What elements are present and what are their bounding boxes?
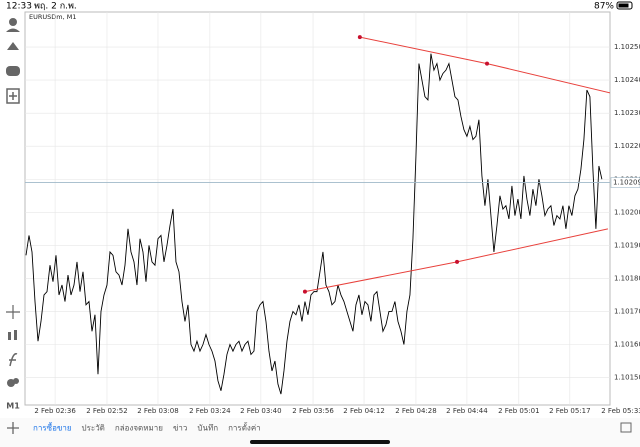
- axes: 1.10150 1.10160 1.10170 1.10180 1.10190 1.102…: [34, 43, 640, 415]
- trade-icon[interactable]: [7, 42, 19, 50]
- add-button[interactable]: [7, 422, 19, 434]
- y-tick-label: 1.10200: [614, 208, 640, 216]
- tab[interactable]: การซื้อขาย: [33, 422, 72, 433]
- x-tick-label: 2 Feb 03:24: [189, 407, 231, 415]
- tab[interactable]: บันทึก: [197, 424, 218, 433]
- tab[interactable]: กล่องจดหมาย: [115, 424, 163, 433]
- new-order-icon[interactable]: [6, 88, 20, 104]
- chart-title: EURUSDm, M1: [29, 13, 76, 21]
- trendline-anchor[interactable]: [455, 259, 460, 264]
- account-icon[interactable]: [9, 18, 17, 26]
- x-tick-label: 2 Feb 02:52: [86, 407, 127, 415]
- battery-fill: [618, 3, 629, 8]
- x-tick-label: 2 Feb 05:17: [549, 407, 590, 415]
- home-indicator: [250, 440, 390, 444]
- objects-icon-2: [13, 378, 19, 384]
- x-tick-label: 2 Feb 05:33: [601, 407, 640, 415]
- y-tick-label: 1.10250: [614, 43, 640, 51]
- indicators-icon[interactable]: [9, 353, 18, 367]
- y-tick-label: 1.10240: [614, 76, 640, 84]
- tab[interactable]: การตั้งค่า: [228, 422, 261, 433]
- y-tick-label: 1.10230: [614, 109, 640, 117]
- x-tick-label: 2 Feb 04:44: [446, 407, 488, 415]
- x-tick-label: 2 Feb 02:36: [34, 407, 76, 415]
- x-tick-label: 2 Feb 04:12: [343, 407, 384, 415]
- battery-level: 87%: [594, 2, 614, 12]
- tabs: การซื้อขาย ประวัติ กล่องจดหมาย ข่าว บันทึก กา…: [33, 422, 261, 433]
- new-order-plus: [9, 92, 17, 100]
- left-toolbar: [6, 18, 20, 387]
- status-time: 12:33: [6, 2, 32, 12]
- y-tick-label: 1.10180: [614, 274, 640, 282]
- chat-icon[interactable]: [6, 66, 20, 76]
- x-tick-label: 2 Feb 05:01: [498, 407, 539, 415]
- layout-button[interactable]: [620, 422, 632, 433]
- trendline-anchor[interactable]: [302, 289, 307, 294]
- account-icon-body: [6, 28, 20, 32]
- y-tick-label: 1.10190: [614, 241, 640, 249]
- status-date: พฤ. 2 ก.พ.: [34, 2, 77, 12]
- chart-area: [24, 11, 611, 406]
- crosshair-icon[interactable]: [6, 305, 20, 319]
- tab[interactable]: ประวัติ: [82, 424, 105, 433]
- y-tick-label: 1.10160: [614, 341, 640, 349]
- y-tick-label: 1.10220: [614, 142, 640, 150]
- battery-icon: [616, 1, 633, 10]
- trendline-anchor[interactable]: [485, 61, 490, 66]
- candles-icon-2: [14, 330, 17, 340]
- x-tick-label: 2 Feb 03:40: [240, 407, 281, 415]
- price-line: [25, 53, 603, 395]
- y-tick-label: 1.10150: [614, 374, 640, 382]
- trendline-anchor[interactable]: [357, 35, 362, 40]
- candles-icon[interactable]: [8, 332, 11, 340]
- last-price-label: 1.10209: [613, 179, 640, 187]
- x-tick-label: 2 Feb 03:08: [137, 407, 178, 415]
- last-price-box: [610, 177, 640, 188]
- x-tick-label: 2 Feb 03:56: [292, 407, 334, 415]
- timeframe-button[interactable]: M1: [6, 402, 20, 411]
- x-tick-label: 2 Feb 04:28: [395, 407, 436, 415]
- y-tick-label: 1.10170: [614, 307, 640, 315]
- plot: [25, 35, 610, 395]
- grid: [25, 12, 610, 405]
- tab[interactable]: ข่าว: [173, 424, 187, 433]
